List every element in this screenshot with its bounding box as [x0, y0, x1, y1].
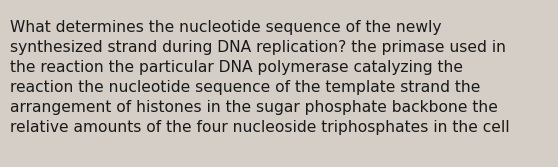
Text: What determines the nucleotide sequence of the newly
synthesized strand during D: What determines the nucleotide sequence … — [10, 20, 509, 135]
